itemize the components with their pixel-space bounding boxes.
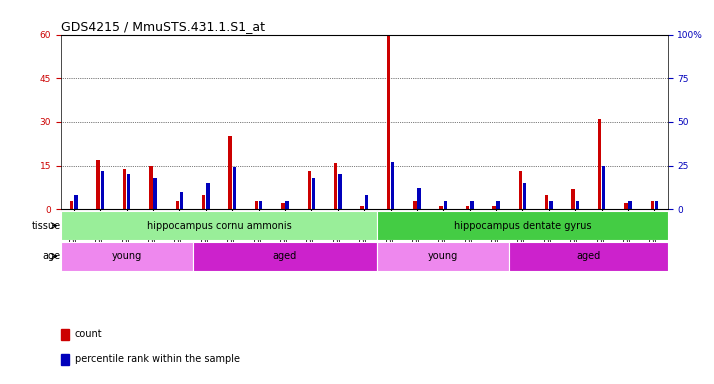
Bar [206,183,210,209]
Bar [523,183,526,209]
Text: aged: aged [576,251,600,262]
Text: percentile rank within the sample: percentile rank within the sample [75,354,240,364]
Bar [154,178,157,209]
Text: aged: aged [273,251,297,262]
Bar [255,200,258,209]
Bar [413,200,416,209]
Bar [492,206,496,209]
Bar [624,204,628,209]
Bar [377,242,509,271]
Bar [193,242,377,271]
Bar [391,162,394,209]
Bar [387,35,390,209]
Bar [127,174,131,209]
Text: count: count [75,329,103,339]
Bar [549,200,553,209]
Bar [74,195,78,209]
Bar [96,160,100,209]
Bar [334,163,337,209]
Bar [545,195,548,209]
Bar [575,200,579,209]
Bar [443,200,447,209]
Bar [571,189,575,209]
Bar [123,169,126,209]
Bar [312,178,315,209]
Bar [259,200,263,209]
Bar [361,206,363,209]
Bar [338,174,341,209]
Bar [377,211,668,240]
Bar [202,195,206,209]
Bar [149,166,153,209]
Bar [518,171,522,209]
Bar [466,206,469,209]
Bar [365,195,368,209]
Bar [308,171,311,209]
Text: young: young [428,251,458,262]
Bar [602,166,605,209]
Bar [281,204,285,209]
Bar [655,200,658,209]
Bar [470,200,473,209]
Bar [101,171,104,209]
Bar [233,167,236,209]
Bar [650,200,654,209]
Bar [286,200,288,209]
Text: hippocampus dentate gyrus: hippocampus dentate gyrus [453,220,591,231]
Text: GDS4215 / MmuSTS.431.1.S1_at: GDS4215 / MmuSTS.431.1.S1_at [61,20,265,33]
Text: tissue: tissue [31,220,61,231]
Bar [509,242,668,271]
Bar [61,242,193,271]
Bar [598,119,601,209]
Bar [70,200,74,209]
Bar [417,188,421,209]
Bar [496,200,500,209]
Bar [628,200,632,209]
Bar [176,200,179,209]
Bar [440,206,443,209]
Text: age: age [43,251,61,262]
Text: young: young [111,251,142,262]
Bar [180,192,183,209]
Bar [61,211,377,240]
Bar [228,136,232,209]
Text: hippocampus cornu ammonis: hippocampus cornu ammonis [146,220,291,231]
